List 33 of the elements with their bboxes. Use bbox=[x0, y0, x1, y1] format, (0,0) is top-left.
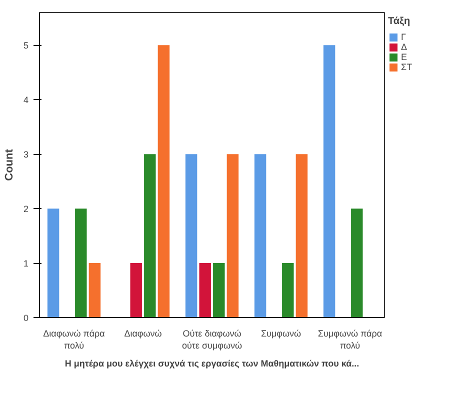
x-tick-label: Διαφωνώ bbox=[124, 328, 162, 338]
bar bbox=[296, 154, 308, 318]
y-axis-title: Count bbox=[3, 148, 16, 181]
bar bbox=[47, 208, 60, 318]
legend-label: Ε bbox=[401, 52, 408, 62]
legend-title: Τάξη bbox=[388, 16, 412, 27]
legend-label: Δ bbox=[401, 42, 408, 52]
x-axis-title: Η μητέρα μου ελέγχει συχνά τις εργασίες των Μαθηματικών που κά... bbox=[64, 358, 360, 368]
y-tick-label: 2 bbox=[23, 204, 29, 214]
legend-label: Γ bbox=[401, 32, 407, 42]
y-tick-label: 5 bbox=[23, 40, 29, 51]
x-tick-label: Ούτε διαφωνώ ούτε συμφωνώ bbox=[182, 328, 242, 350]
bar bbox=[199, 263, 211, 318]
y-tick-label: 0 bbox=[23, 313, 29, 323]
bar bbox=[185, 154, 198, 318]
y-tick-label: 3 bbox=[23, 150, 29, 160]
bar bbox=[75, 208, 87, 318]
bar bbox=[226, 154, 239, 318]
bar bbox=[282, 263, 294, 318]
bar bbox=[158, 45, 170, 318]
x-tick-label: Συμφωνώ πάρα πολύ bbox=[318, 328, 382, 350]
y-tick-label: 4 bbox=[23, 95, 29, 106]
x-tick-label: Διαφωνώ πάρα πολύ bbox=[43, 328, 105, 350]
bar bbox=[351, 208, 363, 318]
bar bbox=[144, 154, 156, 318]
bar bbox=[88, 263, 101, 318]
legend-label: ΣΤ bbox=[401, 62, 414, 72]
bar bbox=[254, 154, 266, 318]
y-tick-label: 1 bbox=[23, 258, 29, 269]
bar bbox=[323, 45, 336, 318]
bar bbox=[130, 263, 142, 318]
x-tick-label: Συμφωνώ bbox=[260, 328, 302, 338]
bar bbox=[213, 263, 225, 318]
